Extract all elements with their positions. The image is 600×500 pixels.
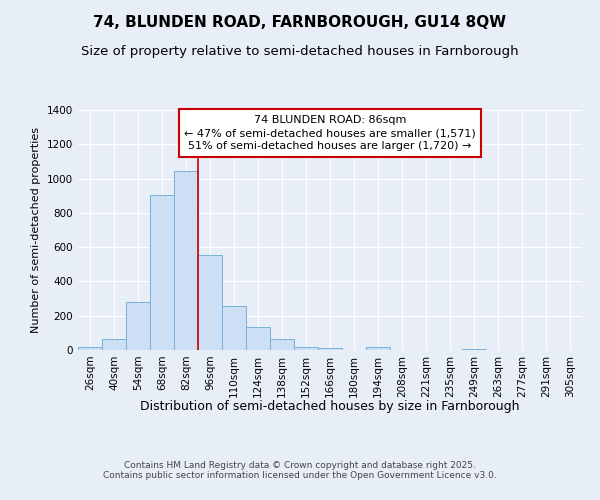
Bar [126, 302, 150, 350]
Text: 74 BLUNDEN ROAD: 86sqm
← 47% of semi-detached houses are smaller (1,571)
51% of : 74 BLUNDEN ROAD: 86sqm ← 47% of semi-det… [184, 115, 476, 151]
Bar [222, 306, 246, 350]
Bar [270, 339, 294, 350]
Bar [318, 348, 342, 350]
Text: Size of property relative to semi-detached houses in Farnborough: Size of property relative to semi-detach… [81, 45, 519, 58]
Text: 74, BLUNDEN ROAD, FARNBOROUGH, GU14 8QW: 74, BLUNDEN ROAD, FARNBOROUGH, GU14 8QW [94, 15, 506, 30]
Text: Distribution of semi-detached houses by size in Farnborough: Distribution of semi-detached houses by … [140, 400, 520, 413]
Bar [294, 346, 318, 350]
Y-axis label: Number of semi-detached properties: Number of semi-detached properties [31, 127, 41, 333]
Bar [102, 339, 126, 350]
Bar [78, 347, 102, 350]
Bar [198, 255, 222, 350]
Bar [246, 327, 270, 350]
Text: Contains HM Land Registry data © Crown copyright and database right 2025.
Contai: Contains HM Land Registry data © Crown c… [103, 460, 497, 480]
Bar [366, 348, 390, 350]
Bar [150, 195, 174, 350]
Bar [462, 348, 486, 350]
Bar [174, 171, 198, 350]
